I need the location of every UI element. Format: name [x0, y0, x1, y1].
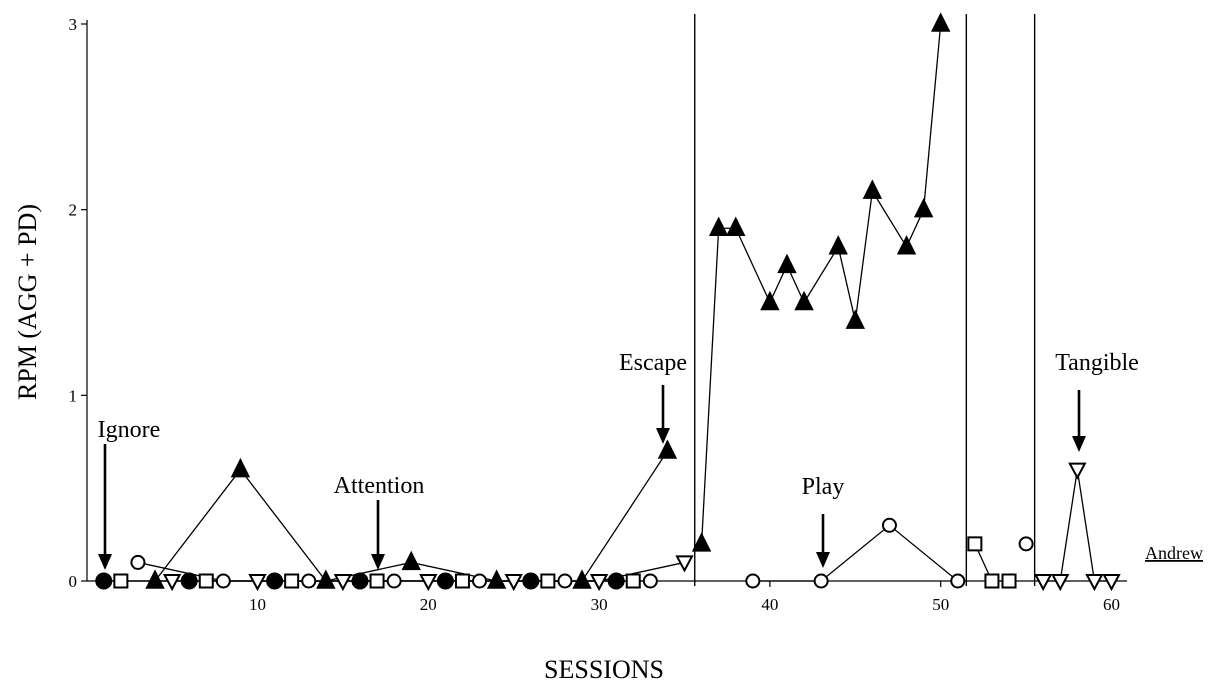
- series-markers: [95, 12, 1121, 592]
- data-point-filled-triangle: [401, 550, 421, 571]
- y-tick-label: 3: [69, 15, 78, 34]
- x-tick-label: 10: [249, 595, 266, 614]
- y-tick-label: 2: [69, 201, 78, 220]
- data-point-filled-triangle: [777, 253, 797, 274]
- series-line-tangible: [1043, 469, 1112, 582]
- data-point-filled-circle: [436, 572, 454, 590]
- data-point-open-triangle: [1102, 574, 1121, 592]
- data-point-open-square: [454, 573, 470, 589]
- series-layer: [95, 12, 1121, 592]
- data-point-open-triangle: [675, 555, 694, 573]
- axes: 0 1 2 3 10 20 30 40 50 60: [69, 15, 1127, 614]
- data-point-open-circle: [130, 554, 146, 570]
- data-point-filled-triangle: [896, 235, 917, 255]
- data-point-open-circle: [881, 517, 897, 533]
- data-point-open-circle: [745, 573, 761, 589]
- data-point-filled-triangle: [913, 197, 934, 218]
- data-point-open-square: [198, 573, 214, 589]
- data-point-open-square: [540, 573, 556, 589]
- data-point-filled-triangle: [486, 569, 507, 589]
- data-point-filled-triangle: [726, 216, 746, 236]
- data-point-filled-triangle: [572, 569, 592, 589]
- data-point-open-circle: [557, 573, 573, 589]
- annotation-label-play: Play: [802, 474, 845, 500]
- data-point-filled-triangle: [145, 569, 165, 589]
- data-point-open-triangle: [419, 574, 438, 592]
- data-point-open-triangle: [1068, 462, 1087, 480]
- data-point-open-triangle: [589, 574, 609, 592]
- data-point-open-triangle: [1085, 574, 1104, 592]
- annotations: Ignore Attention Escape Play Tangible: [98, 350, 1139, 570]
- data-point-open-triangle: [1034, 574, 1053, 592]
- annotation-arrowhead-ignore: [98, 554, 112, 570]
- data-point-filled-triangle: [930, 12, 951, 32]
- data-point-filled-triangle: [230, 457, 251, 478]
- x-tick-label: 40: [761, 595, 778, 614]
- data-point-filled-circle: [95, 572, 113, 590]
- y-axis-title: RPM (AGG + PD): [13, 204, 42, 400]
- data-point-open-circle: [642, 573, 658, 589]
- phase-lines: [694, 14, 1036, 586]
- data-point-open-circle: [1018, 536, 1034, 552]
- x-axis-title: SESSIONS: [544, 655, 664, 684]
- data-point-open-triangle: [333, 574, 353, 592]
- annotation-arrowhead-play: [816, 552, 830, 568]
- data-point-open-triangle: [248, 574, 267, 592]
- annotation-label-escape: Escape: [619, 350, 687, 376]
- y-tick-label: 1: [69, 386, 78, 405]
- data-point-open-triangle: [162, 574, 182, 592]
- data-point-open-triangle: [1051, 574, 1070, 592]
- data-point-open-square: [113, 573, 129, 589]
- annotation-arrowhead-tangible: [1072, 436, 1086, 452]
- x-tick-label: 20: [420, 595, 437, 614]
- data-point-open-square: [625, 573, 641, 589]
- series-line-escape: [700, 23, 942, 544]
- data-point-open-circle: [215, 573, 231, 589]
- annotation-arrowhead-escape: [656, 428, 670, 444]
- annotation-label-attention: Attention: [334, 473, 425, 499]
- data-point-open-circle: [301, 573, 317, 589]
- annotation-label-ignore: Ignore: [98, 417, 161, 443]
- data-point-filled-triangle: [794, 290, 814, 311]
- data-point-filled-circle: [607, 572, 625, 590]
- data-point-open-triangle: [504, 574, 523, 592]
- x-tick-label: 30: [591, 595, 608, 614]
- data-point-filled-triangle: [708, 216, 729, 236]
- annotation-label-tangible: Tangible: [1055, 350, 1139, 376]
- data-point-open-circle: [813, 573, 829, 589]
- data-point-filled-circle: [522, 572, 540, 590]
- data-point-open-square: [284, 573, 300, 589]
- data-point-filled-triangle: [691, 532, 712, 552]
- data-point-open-circle: [472, 573, 488, 589]
- data-point-filled-circle: [351, 572, 369, 590]
- data-point-open-circle: [386, 573, 402, 589]
- data-point-filled-circle: [180, 572, 198, 590]
- series-line-attention: [752, 524, 959, 582]
- data-point-filled-triangle: [828, 235, 848, 255]
- data-point-open-circle: [950, 573, 966, 589]
- data-point-filled-circle: [266, 572, 284, 590]
- x-tick-label: 50: [932, 595, 949, 614]
- data-point-open-square: [369, 573, 385, 589]
- data-point-filled-triangle: [760, 290, 780, 311]
- data-point-filled-triangle: [862, 179, 883, 199]
- data-point-filled-triangle: [316, 569, 336, 589]
- data-point-open-square: [967, 536, 983, 552]
- data-point-open-square: [1001, 573, 1017, 589]
- data-point-filled-triangle: [657, 439, 678, 459]
- participant-label: Andrew: [1145, 543, 1203, 563]
- series-lines: [103, 23, 1112, 582]
- data-point-filled-triangle: [845, 309, 866, 329]
- y-tick-label: 0: [69, 572, 78, 591]
- x-tick-label: 60: [1103, 595, 1120, 614]
- data-point-open-square: [984, 573, 1000, 589]
- annotation-arrowhead-attention: [371, 554, 385, 570]
